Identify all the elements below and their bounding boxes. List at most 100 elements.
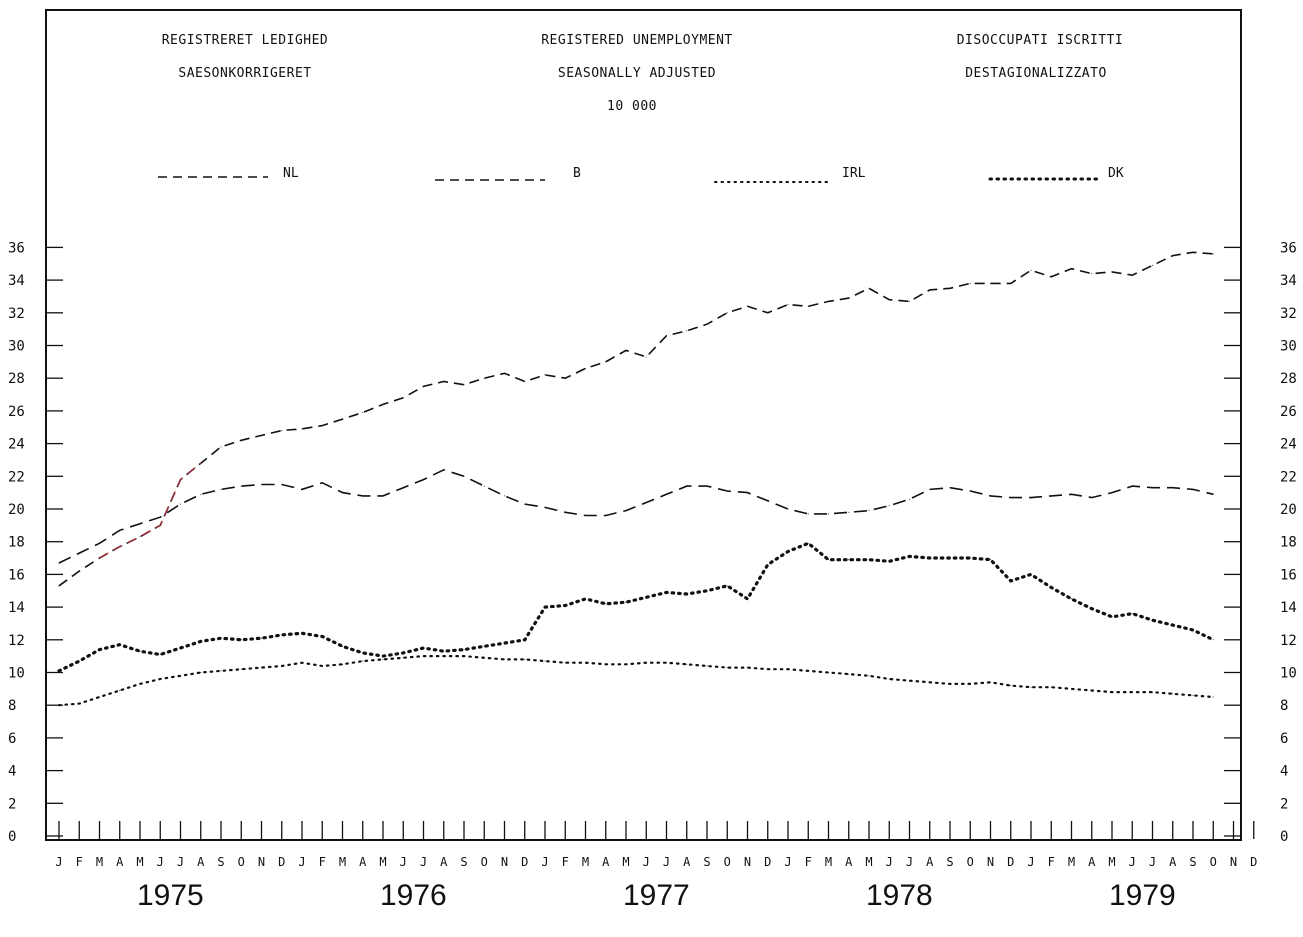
data-point-dk <box>645 596 647 598</box>
legend-label-irl: IRL <box>842 166 866 181</box>
data-point-b <box>1050 276 1052 278</box>
data-point-b <box>1172 255 1174 257</box>
data-point-b <box>645 356 647 358</box>
data-point-irl <box>828 672 829 673</box>
y-tick-label-left: 26 <box>8 404 25 420</box>
y-tick-label-right: 32 <box>1280 306 1297 322</box>
data-point-b <box>726 312 728 314</box>
data-point-dk <box>990 559 991 561</box>
year-label: 1979 <box>1109 879 1176 912</box>
data-point-dk <box>1030 573 1032 575</box>
month-label: A <box>926 855 934 869</box>
data-point-irl <box>706 665 708 667</box>
month-label: F <box>562 855 569 869</box>
y-tick-label-right: 26 <box>1280 404 1297 420</box>
data-point-irl <box>990 681 991 683</box>
data-point-b <box>1030 269 1032 271</box>
series-line-b-highlight <box>99 462 202 559</box>
month-label: M <box>865 855 872 869</box>
data-point-irl <box>342 663 343 665</box>
data-point-nl <box>706 485 708 487</box>
data-point-irl <box>463 655 465 657</box>
data-point-b <box>139 536 141 538</box>
y-tick-label-right: 28 <box>1280 371 1297 387</box>
data-point-b <box>1111 271 1113 273</box>
data-point-nl <box>585 515 586 517</box>
data-point-b <box>1010 282 1012 284</box>
data-point-b <box>301 428 303 430</box>
data-point-nl <box>1071 493 1072 495</box>
data-point-irl <box>1131 691 1133 693</box>
data-point-dk <box>868 559 870 561</box>
data-point-irl <box>483 657 485 659</box>
data-point-dk <box>605 603 607 605</box>
y-tick-label-left: 2 <box>8 796 16 812</box>
month-label: A <box>845 855 853 869</box>
month-label: O <box>481 855 488 869</box>
data-point-irl <box>524 658 526 660</box>
data-point-nl <box>342 492 343 494</box>
data-point-dk <box>119 644 121 646</box>
data-point-b <box>463 384 465 386</box>
data-point-dk <box>1131 613 1133 615</box>
data-point-dk <box>362 652 364 654</box>
data-point-irl <box>949 683 951 685</box>
y-tick-label-left: 32 <box>8 306 25 322</box>
month-label: A <box>1088 855 1096 869</box>
data-point-nl <box>139 523 141 525</box>
y-tick-label-right: 36 <box>1280 240 1297 256</box>
data-point-dk <box>666 591 667 593</box>
month-label: J <box>420 855 427 869</box>
data-point-dk <box>807 542 809 544</box>
data-point-dk <box>78 660 80 662</box>
month-label: J <box>400 855 407 869</box>
data-point-irl <box>888 678 890 680</box>
y-tick-label-right: 34 <box>1280 273 1297 289</box>
month-label: J <box>177 855 184 869</box>
data-point-irl <box>645 662 647 664</box>
month-label: S <box>946 855 953 869</box>
data-point-dk <box>888 560 890 562</box>
data-point-b <box>1091 273 1093 275</box>
y-tick-label-right: 20 <box>1280 502 1297 518</box>
y-tick-label-left: 14 <box>8 600 25 616</box>
month-label: J <box>1149 855 1156 869</box>
legend: NL B IRL DK <box>158 166 1124 183</box>
data-point-nl <box>240 485 242 487</box>
y-tick-label-left: 8 <box>8 698 16 714</box>
month-label: J <box>157 855 164 869</box>
month-label: F <box>319 855 326 869</box>
data-point-b <box>828 300 829 302</box>
series-line-dk <box>57 541 1215 673</box>
data-point-dk <box>1050 586 1052 588</box>
data-point-nl <box>58 562 60 564</box>
month-label: A <box>1169 855 1177 869</box>
y-tick-label-left: 36 <box>8 240 25 256</box>
data-point-b <box>666 335 667 337</box>
data-point-b <box>78 570 80 572</box>
data-point-dk <box>281 634 283 636</box>
y-tick-label-right: 2 <box>1280 796 1288 812</box>
data-point-nl <box>828 513 829 515</box>
data-point-b <box>504 372 505 374</box>
data-point-dk <box>1172 624 1174 626</box>
data-point-dk <box>1111 616 1113 618</box>
data-point-dk <box>58 670 60 672</box>
data-point-nl <box>544 506 546 508</box>
data-point-b <box>807 305 809 307</box>
data-point-b <box>787 304 789 306</box>
data-point-irl <box>1111 691 1113 693</box>
month-label: J <box>886 855 893 869</box>
year-label: 1977 <box>623 879 690 912</box>
month-label: N <box>1230 855 1237 869</box>
data-point-irl <box>666 662 667 664</box>
data-point-irl <box>78 703 80 705</box>
data-point-irl <box>402 657 404 659</box>
data-point-nl <box>666 493 667 495</box>
legend-label-b: B <box>573 166 581 181</box>
data-point-nl <box>1050 495 1052 497</box>
data-point-irl <box>99 696 100 698</box>
month-label: M <box>1108 855 1115 869</box>
data-point-dk <box>686 593 688 595</box>
data-point-dk <box>706 590 708 592</box>
